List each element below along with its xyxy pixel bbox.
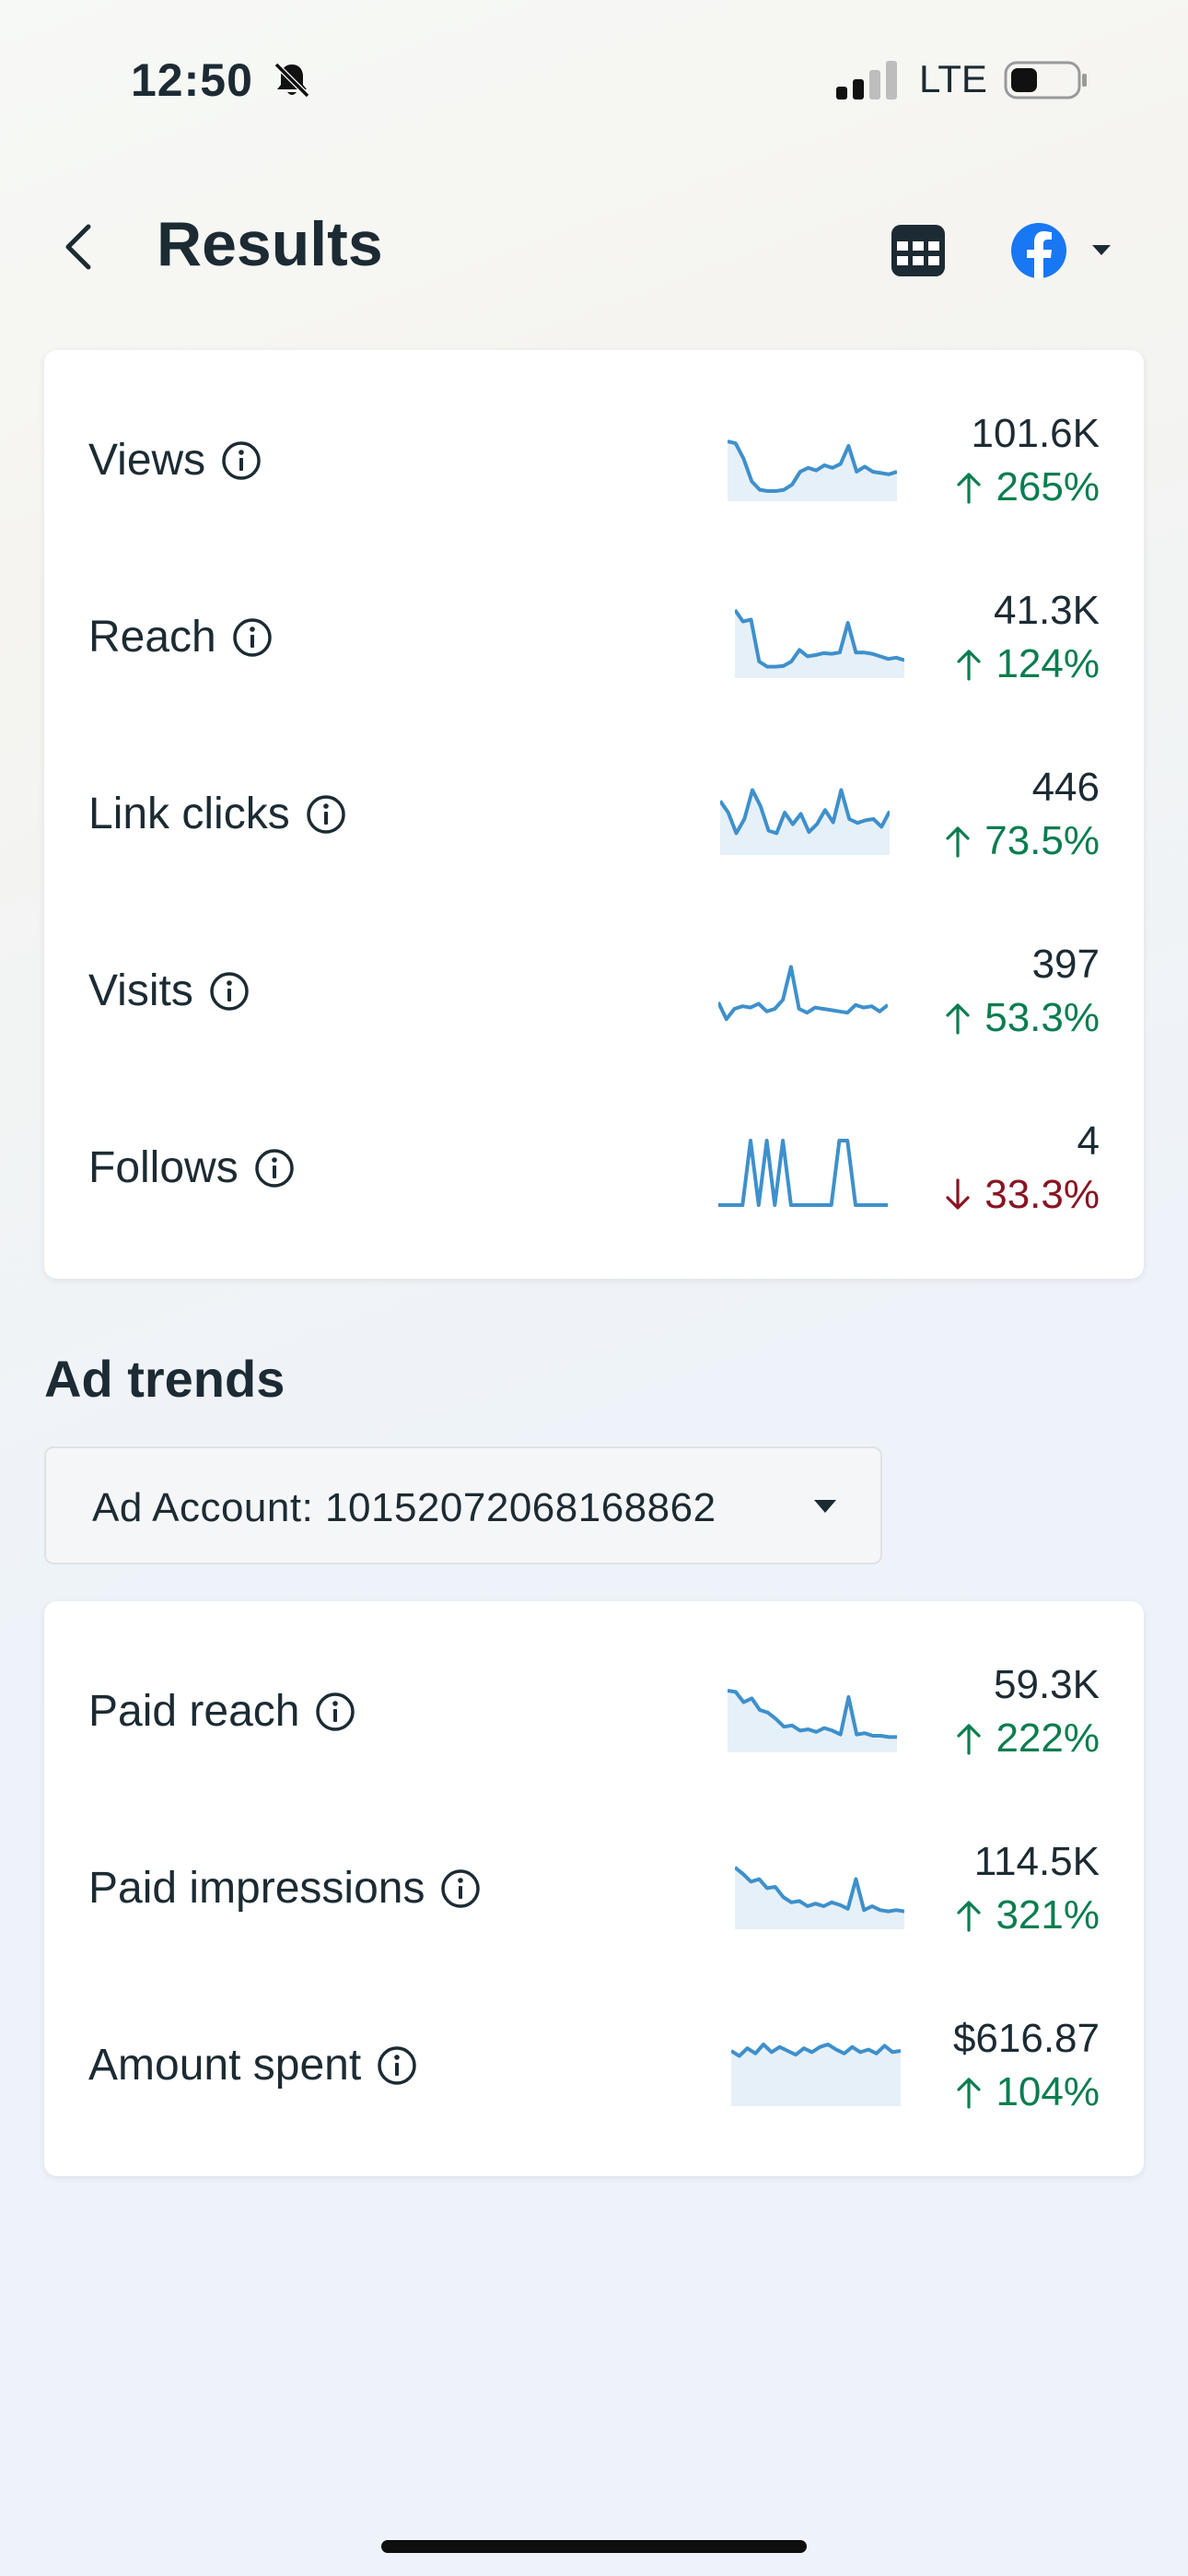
ad-trends-title: Ad trends xyxy=(44,1350,285,1408)
platform-selector-button[interactable] xyxy=(1006,216,1120,286)
navigation-bar: Results xyxy=(0,184,1188,313)
metric-row[interactable]: Follows 4 33.3% xyxy=(44,1080,1144,1257)
calendar-icon[interactable] xyxy=(886,217,950,282)
sparkline-line xyxy=(735,1866,904,1914)
metric-change: 265% xyxy=(955,464,1100,510)
arrow-up-icon xyxy=(957,1901,982,1932)
trend-sparkline xyxy=(735,1866,904,1929)
info-icon[interactable] xyxy=(208,970,250,1013)
sparkline-line xyxy=(720,788,890,836)
results-card: Views 101.6K 265% Reach 41.3K 124% Link clicks… xyxy=(44,350,1144,1279)
bell-muted-icon xyxy=(274,62,310,99)
ad-account-selector[interactable]: Ad Account: 10152072068168862 xyxy=(44,1446,882,1564)
metric-value: 446 xyxy=(1031,765,1100,810)
trend-sparkline xyxy=(720,788,890,855)
info-icon[interactable] xyxy=(314,1691,356,1733)
info-icon[interactable] xyxy=(220,439,262,482)
metric-change: 73.5% xyxy=(944,818,1100,864)
arrow-up-icon xyxy=(957,650,982,681)
status-bar: 12:50 LTE xyxy=(0,0,1188,166)
metric-value: 4 xyxy=(1077,1118,1100,1164)
metric-change-percent: 124% xyxy=(996,641,1100,686)
info-icon[interactable] xyxy=(253,1147,296,1189)
home-indicator xyxy=(381,2540,807,2553)
metric-label: Amount spent xyxy=(88,2041,362,2090)
sparkline-area xyxy=(735,610,904,678)
info-icon[interactable] xyxy=(231,616,274,659)
caret-down-icon xyxy=(814,1500,836,1513)
sparkline-area xyxy=(728,1691,897,1752)
metric-value: 101.6K xyxy=(971,411,1100,456)
arrow-up-icon xyxy=(946,826,970,858)
metric-row[interactable]: Paid impressions 114.5K 321% xyxy=(44,1800,1144,1977)
metric-change: 321% xyxy=(955,1892,1100,1938)
metric-change-percent: 73.5% xyxy=(984,818,1100,863)
trend-sparkline xyxy=(718,965,888,1022)
metric-label: Link clicks xyxy=(88,790,290,838)
sparkline-line xyxy=(718,1139,888,1207)
metric-change: 33.3% xyxy=(944,1172,1100,1218)
metric-change: 104% xyxy=(955,2069,1100,2115)
sparkline-area xyxy=(720,790,890,855)
info-icon[interactable] xyxy=(376,2044,418,2087)
metric-label: Visits xyxy=(88,966,193,1015)
info-icon[interactable] xyxy=(439,1868,482,1910)
sparkline-line xyxy=(728,439,897,493)
metric-change: 53.3% xyxy=(944,995,1100,1041)
battery-icon xyxy=(1004,61,1087,100)
sparkline-area xyxy=(735,1868,904,1929)
cellular-signal-icon xyxy=(836,61,897,100)
metric-row[interactable]: Link clicks 446 73.5% xyxy=(44,726,1144,903)
metric-change-percent: 265% xyxy=(996,464,1100,509)
metric-label: Paid reach xyxy=(88,1687,300,1736)
status-time: 12:50 xyxy=(131,54,253,106)
metric-row[interactable]: Visits 397 53.3% xyxy=(44,903,1144,1080)
metric-label: Views xyxy=(88,436,206,485)
trend-sparkline xyxy=(728,1689,897,1752)
back-arrow-icon[interactable] xyxy=(52,217,107,276)
sparkline-line xyxy=(735,608,904,669)
sparkline-area xyxy=(728,441,897,501)
metric-change: 222% xyxy=(955,1715,1100,1762)
metric-label: Paid impressions xyxy=(88,1864,425,1913)
sparkline-line xyxy=(731,2043,901,2058)
ad-account-label: Ad Account: 10152072068168862 xyxy=(92,1485,716,1530)
metric-value: 59.3K xyxy=(994,1662,1100,1707)
metric-change-percent: 53.3% xyxy=(984,995,1100,1040)
metric-change-percent: 104% xyxy=(996,2069,1100,2114)
metric-row[interactable]: Paid reach 59.3K 222% xyxy=(44,1623,1144,1800)
arrow-up-icon xyxy=(946,1003,970,1035)
page-title: Results xyxy=(157,209,383,279)
metric-label: Follows xyxy=(88,1143,239,1192)
ad-trends-card: Paid reach 59.3K 222% Paid impressions 114.5… xyxy=(44,1601,1144,2176)
metric-value: 397 xyxy=(1031,942,1100,987)
trend-sparkline xyxy=(728,439,897,501)
metric-change: 124% xyxy=(955,641,1100,687)
sparkline-area xyxy=(731,2044,901,2106)
trend-sparkline xyxy=(735,608,904,678)
metric-label: Reach xyxy=(88,613,216,662)
metric-row[interactable]: Reach 41.3K 124% xyxy=(44,549,1144,726)
metric-change-percent: 321% xyxy=(996,1892,1100,1938)
metric-value: 114.5K xyxy=(973,1839,1100,1884)
metric-value: 41.3K xyxy=(994,588,1100,633)
arrow-up-icon xyxy=(957,2078,982,2109)
trend-sparkline xyxy=(731,2043,901,2106)
caret-down-icon xyxy=(1092,245,1111,255)
metric-change-percent: 33.3% xyxy=(984,1172,1100,1217)
sparkline-line xyxy=(718,965,888,1022)
trend-sparkline xyxy=(718,1139,888,1207)
metric-row[interactable]: Amount spent $616.87 104% xyxy=(44,1977,1144,2154)
arrow-up-icon xyxy=(957,1724,982,1755)
metric-row[interactable]: Views 101.6K 265% xyxy=(44,372,1144,549)
sparkline-line xyxy=(728,1689,897,1739)
metric-value: $616.87 xyxy=(952,2016,1100,2061)
arrow-up-icon xyxy=(957,473,982,504)
network-type: LTE xyxy=(919,57,987,100)
arrow-down-icon xyxy=(946,1178,970,1210)
info-icon[interactable] xyxy=(305,793,347,836)
metric-change-percent: 222% xyxy=(996,1715,1100,1761)
